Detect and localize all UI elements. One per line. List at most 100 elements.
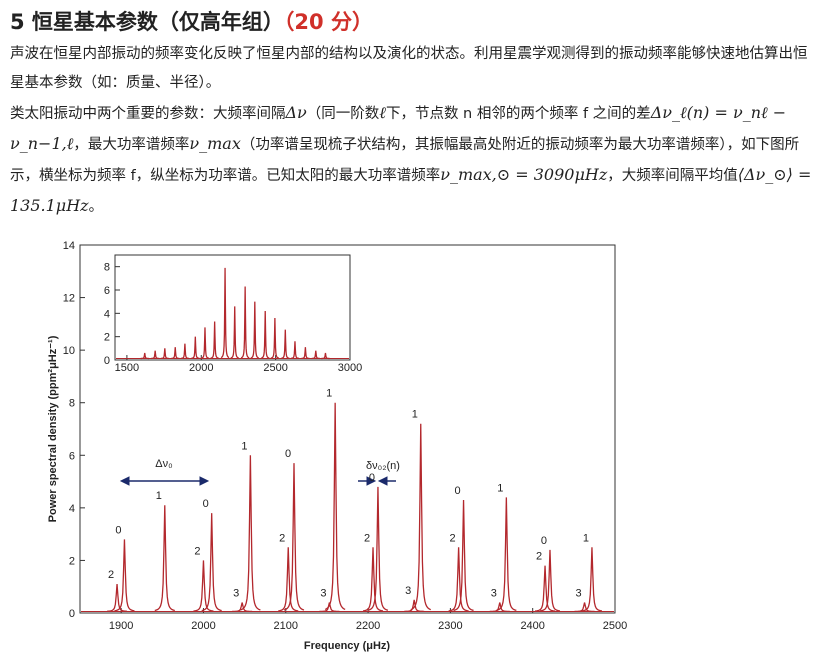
spectrum-peak [180, 343, 189, 359]
mode-label: 3 [491, 587, 497, 599]
text: ，最大功率谱频率 [73, 137, 190, 153]
annotation: δν₀₂(n) [366, 460, 400, 472]
mode-label: 0 [115, 524, 121, 536]
y-tick-label: 0 [104, 355, 110, 367]
arrow-head [199, 476, 210, 486]
y-tick-label: 8 [69, 398, 75, 410]
text: 类太阳振动中两个重要的参数：大频率间隔 [10, 106, 286, 122]
spectrum-peak [283, 463, 305, 611]
spectrum-peak [324, 402, 346, 611]
spectrum-peak [453, 499, 474, 612]
spectrum-peak [210, 321, 219, 359]
paragraph: 声波在恒星内部振动的频率变化反映了恒星内部的结构以及演化的状态。利用星震学观测得… [10, 40, 816, 98]
y-tick-label: 4 [104, 308, 110, 320]
text: （功率谱呈现梳子状结构，其振幅最高处附近的振动频率为最大功率谱频率），如下图所示… [10, 137, 800, 184]
title: 5 恒星基本参数（仅高年组） [10, 10, 284, 34]
mode-label: 2 [279, 532, 285, 544]
spectrum-peak [201, 513, 222, 612]
formula: ν_max,⊙ = 3090μHz [440, 165, 608, 184]
spectrum-peak [581, 547, 603, 612]
spectrum-peak [140, 352, 149, 360]
spectrum-peak [171, 347, 180, 360]
paragraph: 类太阳振动中两个重要的参数：大频率间隔Δν（同一阶数ℓ下，节点数 n 相邻的两个… [10, 98, 816, 222]
spectrum-peak [290, 341, 300, 359]
x-tick-label: 1900 [109, 620, 133, 632]
spectrum-peak [321, 352, 330, 360]
x-tick-label: 2000 [191, 620, 215, 632]
y-axis-label: Power spectral density (ppm²μHz⁻¹) [47, 335, 59, 522]
spectrum-peak [281, 329, 290, 359]
mode-label: 0 [285, 448, 291, 460]
spectrum-peak [404, 599, 425, 613]
mode-label: 3 [320, 587, 326, 599]
spectrum-peak [367, 486, 389, 611]
spectrum-peak [240, 286, 250, 359]
spectrum-peak [232, 602, 253, 613]
mode-label: 2 [536, 551, 542, 563]
mode-label: 3 [405, 585, 411, 597]
x-tick-label: 2500 [603, 620, 627, 632]
formula: ⟨Δν_⊙⟩ = 135.1μHz [10, 165, 812, 215]
text-body: 声波在恒星内部振动的频率变化反映了恒星内部的结构以及演化的状态。利用星震学观测得… [10, 40, 816, 235]
mode-label: 1 [583, 532, 589, 544]
spectrum-peak [107, 584, 128, 612]
x-axis-label: Frequency (μHz) [304, 640, 391, 652]
spectrum-peak [250, 301, 260, 359]
x-tick-label: 2500 [263, 362, 287, 374]
spectrum-peak [496, 497, 517, 612]
x-tick-label: 2400 [520, 620, 544, 632]
mode-label: 1 [326, 388, 332, 400]
spectrum-peak [270, 317, 280, 359]
mode-label: 1 [412, 409, 418, 421]
y-tick-label: 2 [69, 555, 75, 567]
y-tick-label: 14 [63, 240, 75, 252]
mode-label: 2 [194, 545, 200, 557]
spectrum-peak [261, 310, 270, 359]
mode-label: 2 [364, 532, 370, 544]
spectrum-peak [160, 348, 169, 360]
x-tick-label: 2000 [189, 362, 213, 374]
spectrum-peak [319, 602, 340, 613]
spectrum-peak [301, 347, 310, 360]
spectrum-peak [448, 547, 469, 612]
arrow-head [377, 476, 388, 486]
spectrum-peak [410, 423, 432, 611]
x-tick-label: 2200 [356, 620, 380, 632]
mode-label: 1 [497, 482, 503, 494]
mode-label: 3 [233, 587, 239, 599]
y-tick-label: 8 [104, 262, 110, 274]
formula: ν_max [189, 134, 241, 153]
x-tick-label: 3000 [338, 362, 362, 374]
y-tick-label: 6 [104, 285, 110, 297]
mode-label: 3 [575, 587, 581, 599]
heading: 5 恒星基本参数（仅高年组）（20 分） [10, 6, 373, 36]
spectrum-peak [151, 350, 160, 360]
y-tick-label: 6 [69, 450, 75, 462]
spectrum-peak [539, 549, 561, 612]
formula: Δν [285, 103, 307, 122]
annotation: Δν₀ [155, 458, 172, 470]
spectrum-peak [311, 350, 320, 360]
mode-label: 2 [108, 569, 114, 581]
x-tick-label: 2100 [274, 620, 298, 632]
text: 。 [88, 199, 104, 215]
annotation-arrows [119, 476, 396, 486]
mode-label: 0 [541, 535, 547, 547]
score: （20 分） [283, 10, 373, 34]
y-tick-label: 0 [69, 608, 75, 620]
plot-frame [79, 244, 616, 614]
mode-label: 0 [454, 485, 460, 497]
spectrum-peak [240, 455, 261, 611]
text: 声波在恒星内部振动的频率变化反映了恒星内部的结构以及演化的状态。利用星震学观测得… [10, 46, 808, 91]
mode-label: 0 [203, 498, 209, 510]
mode-label: 0 [369, 472, 375, 484]
spectrum-peak [193, 560, 214, 612]
formula: Δν_ℓ(n) = ν_nℓ − ν_n−1,ℓ [10, 103, 787, 153]
mode-label: 1 [241, 440, 247, 452]
spectrum-peak [191, 336, 200, 359]
y-tick-label: 10 [63, 345, 75, 357]
text: （同一阶数 [306, 106, 380, 122]
spectrum-peak [114, 539, 135, 612]
text: 下，节点数 n 相邻的两个频率 f 之间的差 [385, 106, 651, 122]
